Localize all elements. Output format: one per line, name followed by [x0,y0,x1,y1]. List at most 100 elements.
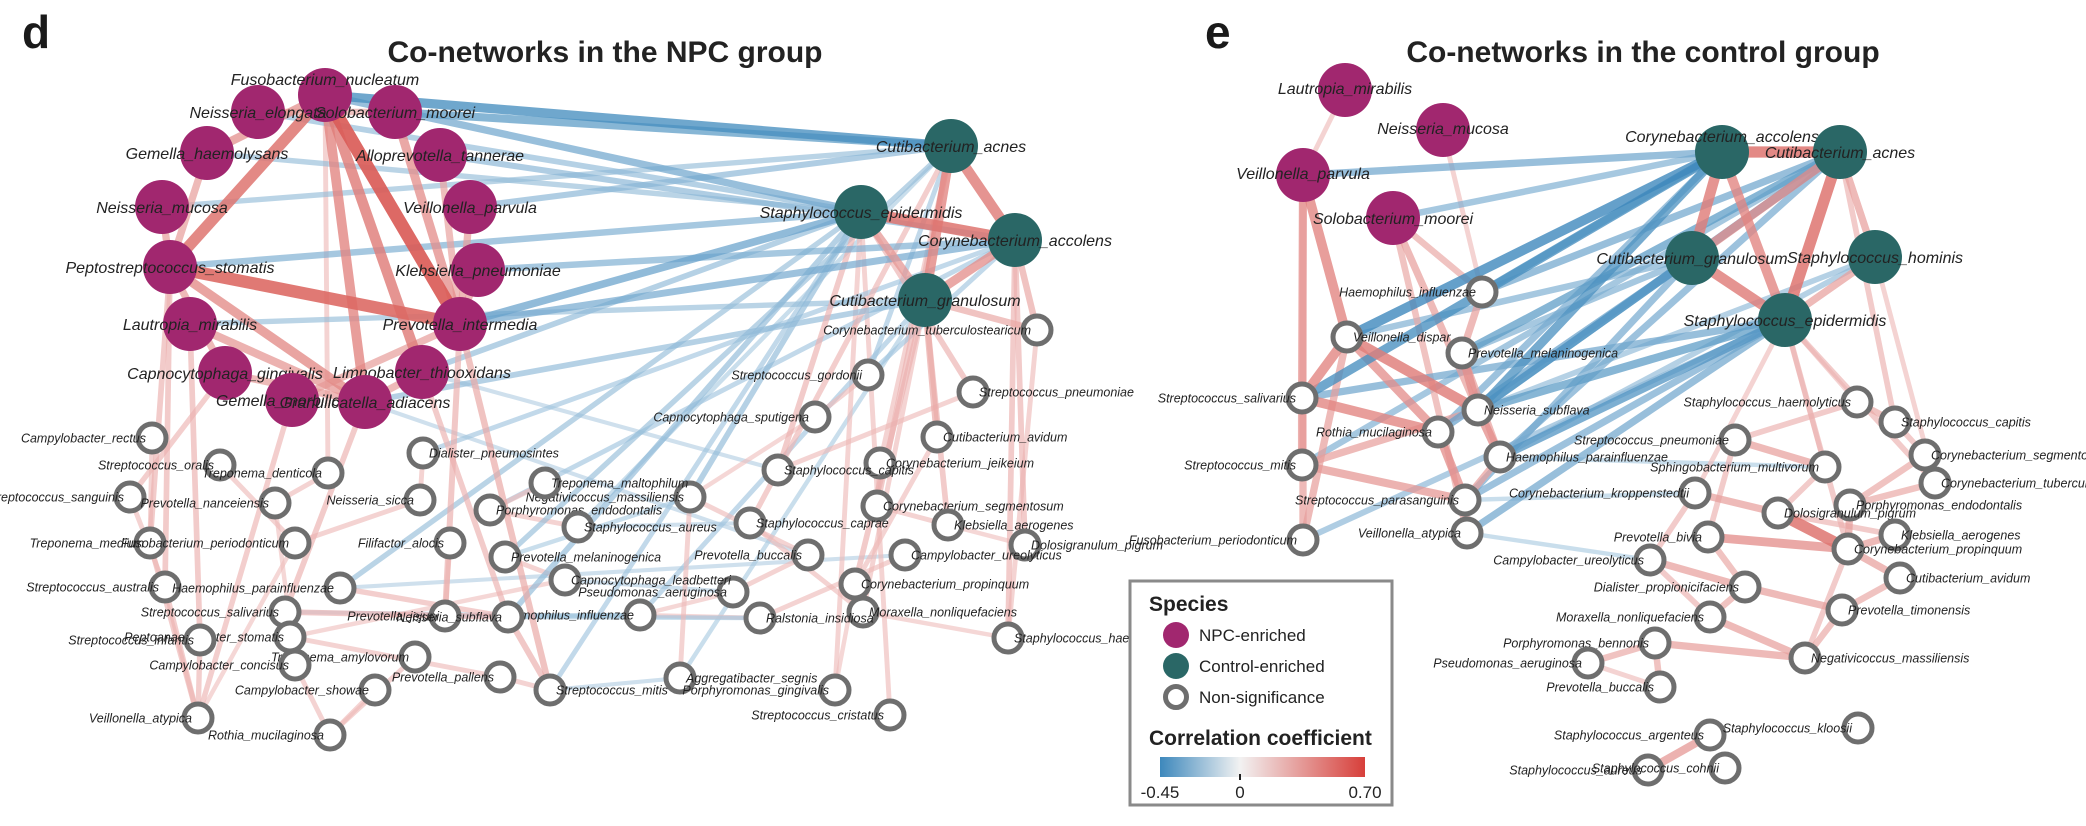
node-label: Campylobacter_concisus [149,658,289,672]
node-corynebacterium-propinquum: Corynebacterium_propinquum [838,567,1029,601]
node-filifactor-alocis: Filifactor_alocis [358,526,467,560]
node-prevotella-melaninogenica: Prevotella_melaninogenica [488,540,661,574]
node-label: Corynebacterium_tuberculostearicum [823,323,1031,337]
node-negativicoccus-massiliensis: Negativicoccus_massiliensis [1788,641,1969,675]
node-circle [113,480,147,514]
node-circle [473,493,507,527]
legend-species-title: Species [1149,593,1228,616]
node-label: Porphyromonas_bennonis [1503,636,1649,650]
edge-e17-e18 [1297,460,1470,505]
edge-d1-d46 [322,92,331,476]
node-circle [1421,415,1455,449]
edge-d59-d63 [287,577,568,640]
node-label: Staphylococcus_epidermidis [1684,313,1887,330]
node-campylobacter-ureolyticus: Campylobacter_ureolyticus [1493,543,1667,577]
node-circle [203,448,237,482]
node-circle [920,420,954,454]
node-label: Sphingobacterium_multivorum [1650,460,1819,474]
node-corynebacterium-propinquum: Corynebacterium_propinquum [1831,532,2022,566]
node-circle [231,85,285,139]
node-haemophilus-influenzae: Haemophilus_influenzae [1339,275,1499,309]
node-circle [1483,440,1517,474]
node-label: Prevotella_bivia [1614,530,1702,544]
node-alloprevotella-tannerae: Alloprevotella_tannerae [355,128,524,182]
node-pseudomonas-aeruginosa: Pseudomonas_aeruginosa [578,575,750,609]
node-cutibacterium-acnes: Cutibacterium_acnes [876,119,1026,173]
node-campylobacter-rectus: Campylobacter_rectus [21,421,169,455]
node-neisseria-sicca: Neisseria_sicca [326,483,437,517]
node-label: Staphylococcus_capitis [784,463,914,477]
node-peptostreptococcus-stomatis: Peptostreptococcus_stomatis [66,240,275,294]
edge-d44-d54 [217,462,298,546]
node-neisseria-subflava: Neisseria_subflava [1461,393,1590,427]
node-label: Staphylococcus_epidermidis [760,205,963,222]
node-circle [798,400,832,434]
node-capnocytophaga-gingivalis: Capnocytophaga_gingivalis [127,346,323,400]
node-staphylococcus-hominis: Staphylococcus_hominis [1787,230,1963,284]
node-circle [1445,336,1479,370]
node-label: Cutibacterium_avidum [1906,571,2030,585]
node-circle [1691,520,1725,554]
node-dolosigranulum-pigrum: Dolosigranulum_pigrum [1008,528,1163,562]
edge-e11-e15 [1342,332,1443,437]
node-cutibacterium-avidum: Cutibacterium_avidum [920,420,1067,454]
edge-e8-e14 [1475,254,1878,413]
node-label: Cutibacterium_avidum [943,430,1067,444]
node-label: Campylobacter_showae [235,683,369,697]
edge-e34-e36 [1741,583,1846,614]
node-label: Pseudomonas_aeruginosa [578,585,727,599]
node-prevotella-jejuni: Prevotella_jejuni [347,599,462,633]
legend-item-nonsig: Non-significance [1163,684,1325,710]
node-circle [278,648,312,682]
node-circle [428,599,462,633]
node-label: Neisseria_subflava [396,610,502,624]
node-label: Streptococcus_mitis [1184,458,1296,472]
node-circle [1020,313,1054,347]
node-label: Porphyromonas_endodontalis [1856,498,2022,512]
node-circle [1708,751,1742,785]
edge-d16-d21 [865,143,954,378]
node-veillonella-dispar: Veillonella_dispar [1330,320,1451,354]
node-aggregatibacter-segnis: Aggregatibacter_segnis [663,661,817,695]
node-gemella-morbillorum: Gemella_morbillorum [216,373,368,427]
node-prevotella-nanceiensis: Prevotella_nanceiensis [140,486,292,520]
node-circle [443,180,497,234]
node-veillonella-parvula: Veillonella_parvula [403,180,537,234]
edge-e3-e11 [1298,170,1352,342]
edge-e37-e39 [1706,613,1809,662]
node-prevotella-bivia: Prevotella_bivia [1614,520,1725,554]
node-label: Rothia_mucilaginosa [208,728,324,742]
node-streptococcus-mitis: Streptococcus_mitis [533,673,668,707]
node-circle [1465,275,1499,309]
edge-e29-e31 [1775,510,1898,538]
node-label: Staphylococcus_haemolyticus [1684,395,1851,409]
node-label: Streptococcus_parasanguinis [1295,493,1459,507]
edge-d1-d8 [164,89,331,273]
node-label: Peptostreptococcus_stomatis [66,260,275,277]
edge-e16-e25 [1497,454,1828,470]
legend-tick-max: 0.70 [1348,783,1381,802]
node-circle [991,621,1025,655]
edge-d57-d70 [162,584,201,721]
edge-d17-d41 [832,209,864,693]
node-circle [791,538,825,572]
node-label: Porphyromonas_endodontalis [496,503,662,517]
edge-d33-d38 [757,552,908,621]
node-circle [761,453,795,487]
node-label: Lautropia_mirabilis [1278,81,1412,98]
node-label: Staphylococcus_aureus [1509,763,1642,777]
node-circle [298,68,352,122]
node-circle [663,661,697,695]
node-label: Staphylococcus_caprae [756,516,889,530]
node-corynebacterium-segmentosum: Corynebacterium_segmentosum [860,489,1064,523]
edge-e18-e27 [1462,490,1698,503]
node-label: Staphylococcus_kloosii [1723,721,1853,735]
edge-d17-d62 [505,209,864,620]
edge-d9-d18 [474,236,1019,274]
node-label: Veillonella_dispar [1353,330,1451,344]
node-label: Haemophilus_parainfluenzae [172,581,334,595]
node-label: Filifactor_alocis [358,536,444,550]
legend-tick-min: -0.45 [1141,783,1180,802]
node-circle [1638,626,1672,660]
